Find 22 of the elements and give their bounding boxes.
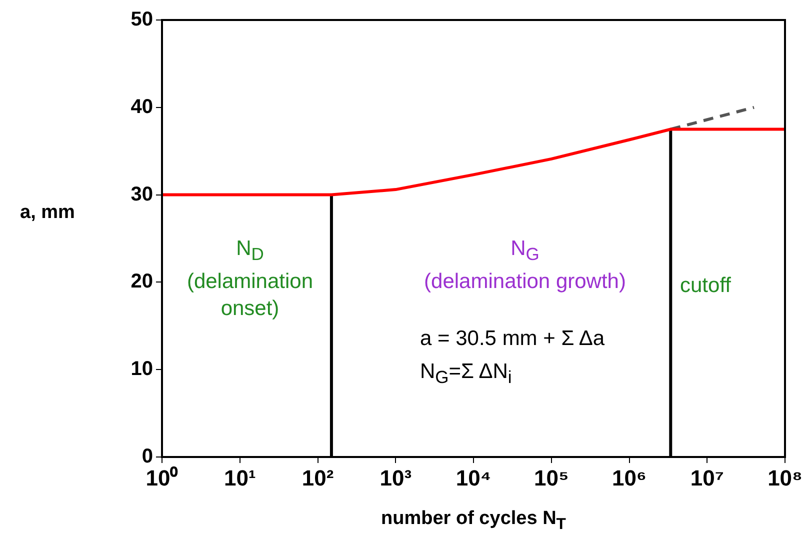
x-tick-label: 10⁰ (146, 465, 178, 490)
y-axis-title: a, mm (20, 202, 75, 224)
x-tick-label: 10⁵ (534, 465, 569, 490)
y-tick-label: 20 (130, 270, 153, 293)
y-tick-label: 50 (130, 8, 153, 31)
y-tick-label: 30 (130, 183, 153, 206)
annotation: a = 30.5 mm + Σ Δa (420, 326, 606, 352)
y-tick-label: 40 (130, 96, 153, 118)
x-tick-label: 10⁴ (456, 465, 492, 490)
x-tick-label: 10⁶ (612, 465, 647, 490)
x-axis-title: number of cycles N$_{T}$ (380, 508, 567, 534)
annotation: N$_{D}$ (delamination onset) (186, 236, 314, 322)
x-tick-label: 10³ (380, 465, 412, 490)
y-tick-label: 0 (142, 446, 153, 468)
x-tick-label: 10² (302, 465, 334, 490)
x-tick-label: 10⁸ (768, 465, 802, 490)
annotation: N$_{G}$=Σ ΔN$_{i}$ (420, 359, 513, 390)
annotation: cutoff (680, 273, 732, 299)
x-tick-label: 10¹ (224, 465, 256, 490)
y-tick-label: 10 (130, 358, 153, 380)
x-tick-label: 10⁷ (690, 465, 724, 490)
annotation: N$_{G}$ (delamination growth) (423, 236, 627, 296)
